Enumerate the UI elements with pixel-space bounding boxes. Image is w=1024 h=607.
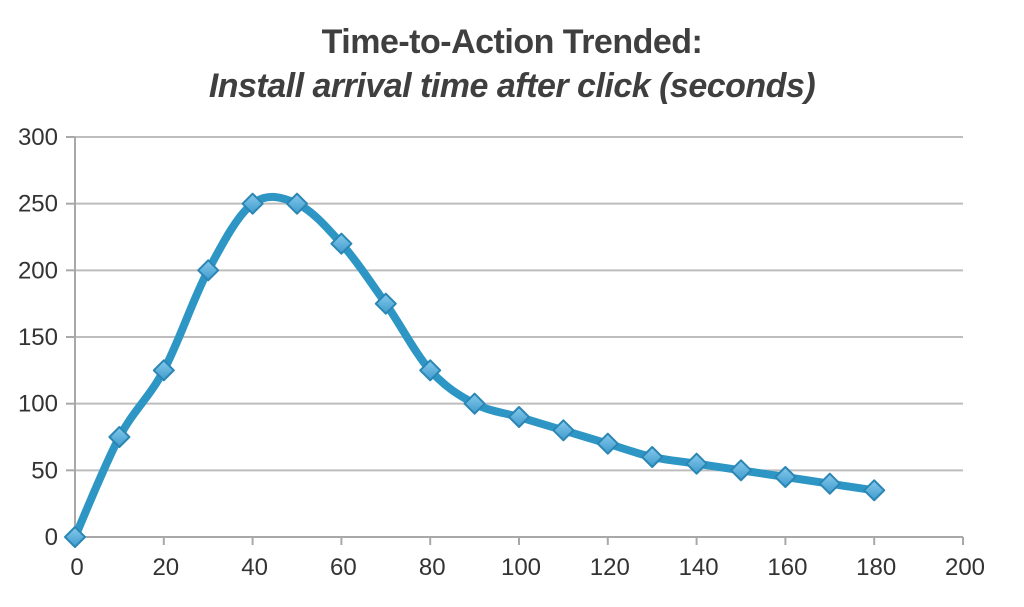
x-tick-label: 0	[70, 554, 83, 581]
x-tick-label: 160	[767, 554, 807, 581]
data-point-marker	[463, 392, 486, 415]
y-tick-label: 50	[31, 457, 58, 484]
gridlines	[75, 136, 963, 472]
trend-line	[71, 193, 879, 541]
data-point-marker	[730, 459, 752, 482]
data-point-marker	[64, 526, 86, 548]
x-tick-label: 40	[241, 554, 268, 581]
data-point-marker	[552, 419, 575, 442]
chart-title-subtitle: Install arrival time after click (second…	[208, 67, 816, 105]
data-series	[64, 192, 886, 548]
chart-title: Time-to-Action Trended: Install arrival …	[0, 20, 1024, 108]
data-point-marker	[197, 259, 220, 282]
x-tick-label: 140	[679, 554, 719, 581]
y-tick-label: 0	[45, 524, 58, 551]
data-point-marker	[419, 359, 442, 382]
data-point-marker	[286, 192, 308, 215]
x-tick-label: 80	[419, 554, 446, 581]
data-point-marker	[374, 292, 397, 315]
y-tick-label: 250	[18, 191, 58, 218]
data-point-marker	[108, 426, 131, 448]
y-tick-label: 300	[18, 124, 58, 151]
data-point-marker	[508, 406, 530, 428]
x-tick-label: 200	[945, 554, 985, 581]
tick-labels: 0 50 100 150 200 250 300 0 20 40 60 80 100 120 140 160 1…	[18, 124, 985, 581]
x-tick-label: 180	[856, 554, 896, 581]
y-tick-label: 150	[18, 324, 58, 351]
x-tick-label: 20	[152, 554, 179, 581]
data-point-marker	[818, 472, 841, 495]
data-point-marker	[774, 466, 797, 488]
y-tick-label: 200	[18, 257, 58, 284]
x-tick-label: 100	[501, 554, 541, 581]
data-point-marker	[241, 192, 264, 215]
axes	[66, 136, 964, 545]
data-point-marker	[330, 232, 353, 255]
x-tick-label: 60	[330, 554, 357, 581]
data-point-marker	[685, 452, 708, 475]
y-tick-label: 100	[18, 391, 58, 418]
data-point-marker	[863, 479, 886, 502]
data-point-marker	[596, 432, 619, 455]
data-point-marker	[641, 446, 664, 468]
x-tick-label: 120	[590, 554, 630, 581]
data-point-marker	[152, 359, 175, 382]
chart-title-line1: Time-to-Action Trended:	[321, 23, 703, 61]
